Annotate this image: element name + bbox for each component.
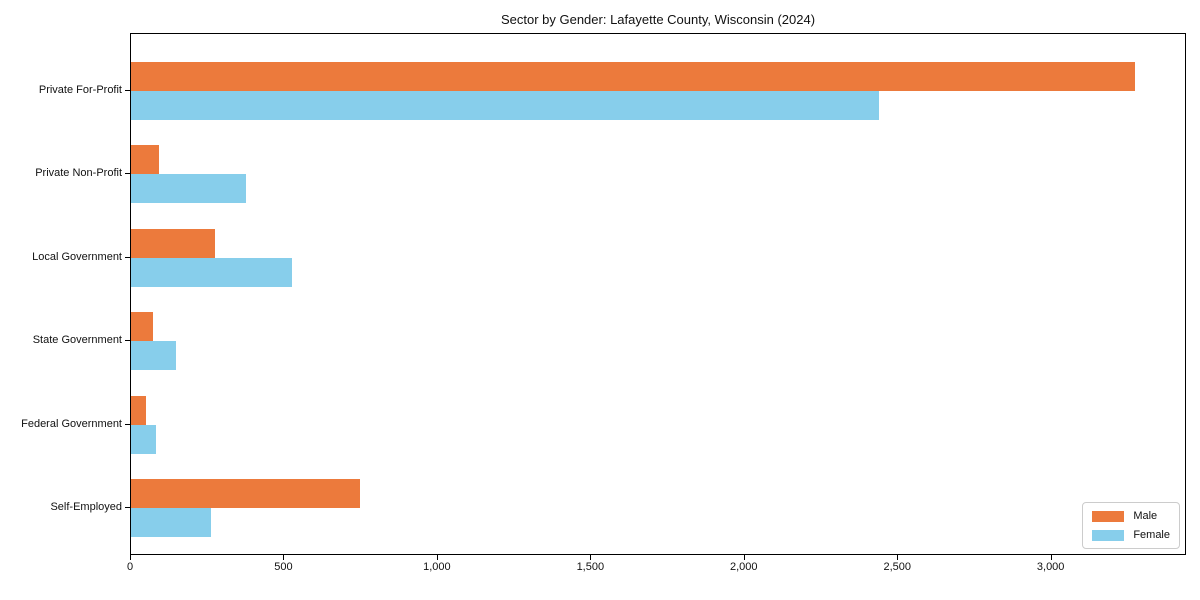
y-axis-label: Local Government — [32, 250, 122, 263]
x-axis-label: 1,000 — [423, 561, 451, 573]
y-tick-mark — [125, 89, 130, 91]
bar-male-state-government — [131, 312, 154, 342]
legend: Male Female — [1082, 502, 1180, 549]
x-tick-mark — [283, 555, 285, 560]
x-axis-label: 0 — [126, 561, 134, 573]
bar-male-local-government — [131, 228, 215, 258]
y-tick-mark — [125, 256, 130, 258]
x-tick-mark — [897, 555, 899, 560]
y-axis-label: Federal Government — [21, 417, 122, 430]
y-axis-label: State Government — [32, 334, 122, 347]
x-axis-label: 500 — [274, 561, 293, 573]
legend-item-female: Female — [1092, 529, 1170, 541]
x-tick-mark — [436, 555, 438, 560]
bar-female-private-for-profit — [131, 90, 879, 120]
bar-female-federal-government — [131, 424, 156, 454]
chart-title: Sector by Gender: Lafayette County, Wisc… — [500, 12, 816, 27]
plot-area: Male Female — [130, 33, 1186, 555]
x-axis-label: 1,500 — [576, 561, 605, 573]
x-tick-mark — [590, 555, 592, 560]
bar-male-self-employed — [131, 479, 360, 509]
y-axis-label: Private For-Profit — [38, 83, 122, 96]
y-axis-label: Self-Employed — [50, 501, 122, 514]
legend-swatch-male — [1092, 510, 1125, 522]
x-axis-label: 2,000 — [730, 561, 758, 573]
bar-male-private-non-profit — [131, 145, 159, 175]
legend-label: Male — [1133, 510, 1158, 522]
y-tick-mark — [125, 173, 130, 175]
x-tick-mark — [130, 555, 131, 560]
legend-swatch-female — [1092, 529, 1125, 541]
bar-female-state-government — [131, 341, 176, 371]
legend-label: Female — [1133, 529, 1170, 541]
legend-item-male: Male — [1092, 510, 1170, 522]
bar-female-self-employed — [131, 508, 211, 538]
bar-male-private-for-profit — [131, 61, 1135, 91]
x-tick-mark — [1050, 555, 1052, 560]
x-axis-label: 2,500 — [883, 561, 911, 573]
bar-female-private-non-profit — [131, 174, 246, 204]
y-tick-mark — [125, 423, 130, 425]
bars-layer — [131, 34, 1185, 554]
x-tick-mark — [743, 555, 745, 560]
y-axis-label: Private Non-Profit — [35, 167, 122, 180]
bar-male-federal-government — [131, 395, 146, 425]
bar-female-local-government — [131, 257, 292, 287]
y-tick-mark — [125, 340, 130, 342]
y-tick-mark — [125, 507, 130, 509]
x-axis-label: 3,000 — [1036, 561, 1065, 573]
